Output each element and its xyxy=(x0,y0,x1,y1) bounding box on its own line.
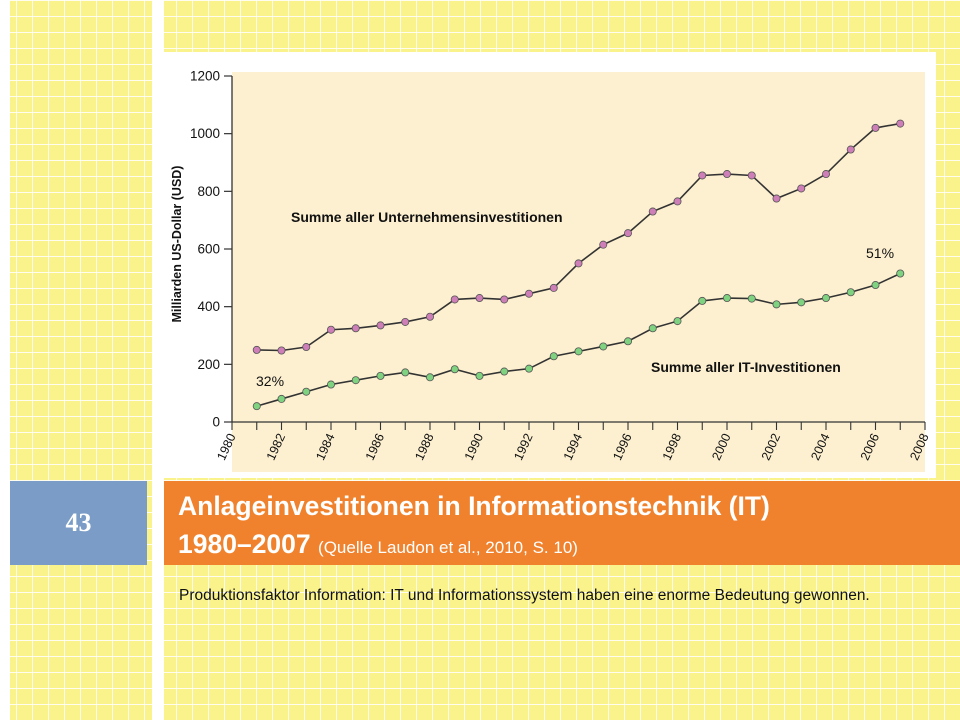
data-point xyxy=(673,317,682,326)
data-point xyxy=(549,352,558,361)
data-point xyxy=(277,394,286,403)
data-point xyxy=(772,194,781,203)
data-point xyxy=(599,240,608,249)
data-point xyxy=(302,387,311,396)
data-point xyxy=(648,207,657,216)
data-point xyxy=(698,171,707,180)
data-point xyxy=(351,376,360,385)
data-point xyxy=(277,346,286,355)
data-point xyxy=(896,269,905,278)
data-point xyxy=(896,119,905,128)
slide-title-years: 1980–2007 xyxy=(178,529,311,559)
annotation-32-percent: 32% xyxy=(256,373,284,389)
data-point xyxy=(871,281,880,290)
data-point xyxy=(698,296,707,305)
data-point xyxy=(623,229,632,238)
data-point xyxy=(822,170,831,179)
chart-panel: 0 200 400 600 800 1000 1200 1980 1982 1984 1986 198… xyxy=(164,52,936,478)
data-point xyxy=(302,343,311,352)
y-tick-label: 0 xyxy=(212,415,220,430)
data-point xyxy=(475,371,484,380)
y-axis-label: Milliarden US-Dollar (USD) xyxy=(170,166,184,323)
data-point xyxy=(574,259,583,268)
data-point xyxy=(252,345,261,354)
y-tick-label: 1200 xyxy=(190,69,220,84)
data-point xyxy=(623,337,632,346)
y-tick-label: 1000 xyxy=(190,126,220,141)
title-band: Anlageinvestitionen in Informationstechn… xyxy=(164,481,960,565)
series-label-it: Summe aller IT-Investitionen xyxy=(651,359,841,375)
annotation-51-percent: 51% xyxy=(866,245,894,261)
data-point xyxy=(500,367,509,376)
data-point xyxy=(549,283,558,292)
data-point xyxy=(376,321,385,330)
data-point xyxy=(401,368,410,377)
slide-title-line1: Anlageinvestitionen in Informationstechn… xyxy=(178,491,770,521)
slide-body-text: Produktionsfaktor Information: IT und In… xyxy=(179,587,870,604)
data-point xyxy=(723,170,732,179)
y-tick-label: 400 xyxy=(197,299,220,314)
series-label-total: Summe aller Unternehmensinvestitionen xyxy=(291,209,563,225)
data-point xyxy=(822,294,831,303)
data-point xyxy=(846,145,855,154)
data-point xyxy=(599,342,608,351)
slide-number: 43 xyxy=(65,508,92,537)
data-point xyxy=(475,294,484,303)
data-point xyxy=(401,317,410,326)
data-point xyxy=(450,295,459,304)
data-point xyxy=(797,184,806,193)
margin-strip-left xyxy=(0,0,10,720)
data-point xyxy=(747,294,756,303)
data-point xyxy=(524,289,533,298)
data-point xyxy=(871,123,880,132)
data-point xyxy=(252,402,261,411)
data-point xyxy=(500,295,509,304)
data-point xyxy=(772,300,781,309)
data-point xyxy=(351,324,360,333)
data-point xyxy=(747,171,756,180)
slide-number-band: 43 xyxy=(10,481,147,565)
data-point xyxy=(425,373,434,382)
data-point xyxy=(648,324,657,333)
data-point xyxy=(425,312,434,321)
y-tick-label: 200 xyxy=(197,357,220,372)
margin-strip-divider xyxy=(152,0,164,720)
data-point xyxy=(524,364,533,373)
data-point xyxy=(326,325,335,334)
slide-title-source: (Quelle Laudon et al., 2010, S. 10) xyxy=(318,538,578,557)
y-tick-label: 600 xyxy=(197,242,220,257)
data-point xyxy=(673,197,682,206)
data-point xyxy=(846,288,855,297)
slide-title-line2: 1980–2007 (Quelle Laudon et al., 2010, S… xyxy=(178,525,948,567)
y-tick-label: 800 xyxy=(197,184,220,199)
plot-area xyxy=(232,72,925,472)
data-point xyxy=(450,365,459,374)
data-point xyxy=(326,380,335,389)
data-point xyxy=(797,298,806,307)
data-point xyxy=(723,294,732,303)
data-point xyxy=(376,371,385,380)
data-point xyxy=(574,347,583,356)
